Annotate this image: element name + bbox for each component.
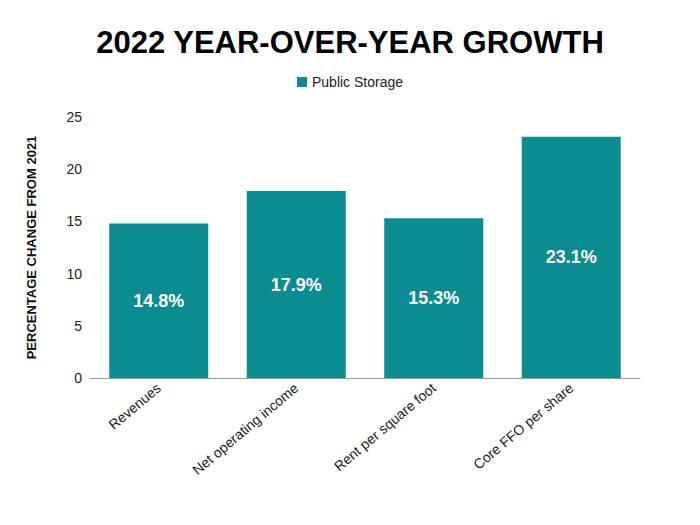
svg-text:PERCENTAGE CHANGE FROM 2021: PERCENTAGE CHANGE FROM 2021 xyxy=(24,136,39,360)
svg-text:Core FFO per share: Core FFO per share xyxy=(470,380,576,473)
svg-text:2022 YEAR-OVER-YEAR GROWTH: 2022 YEAR-OVER-YEAR GROWTH xyxy=(96,25,604,60)
svg-text:17.9%: 17.9% xyxy=(271,275,322,295)
svg-text:23.1%: 23.1% xyxy=(546,247,597,267)
svg-text:0: 0 xyxy=(74,370,82,386)
svg-text:15.3%: 15.3% xyxy=(408,288,459,308)
svg-text:10: 10 xyxy=(66,266,82,282)
svg-text:Revenues: Revenues xyxy=(105,380,164,433)
svg-text:Net operating income: Net operating income xyxy=(189,380,301,478)
svg-text:14.8%: 14.8% xyxy=(133,291,184,311)
svg-text:Public Storage: Public Storage xyxy=(312,74,403,90)
svg-text:15: 15 xyxy=(66,213,82,229)
svg-text:25: 25 xyxy=(66,109,82,125)
svg-text:Rent per square foot: Rent per square foot xyxy=(331,380,439,474)
svg-text:20: 20 xyxy=(66,161,82,177)
svg-text:5: 5 xyxy=(74,318,82,334)
